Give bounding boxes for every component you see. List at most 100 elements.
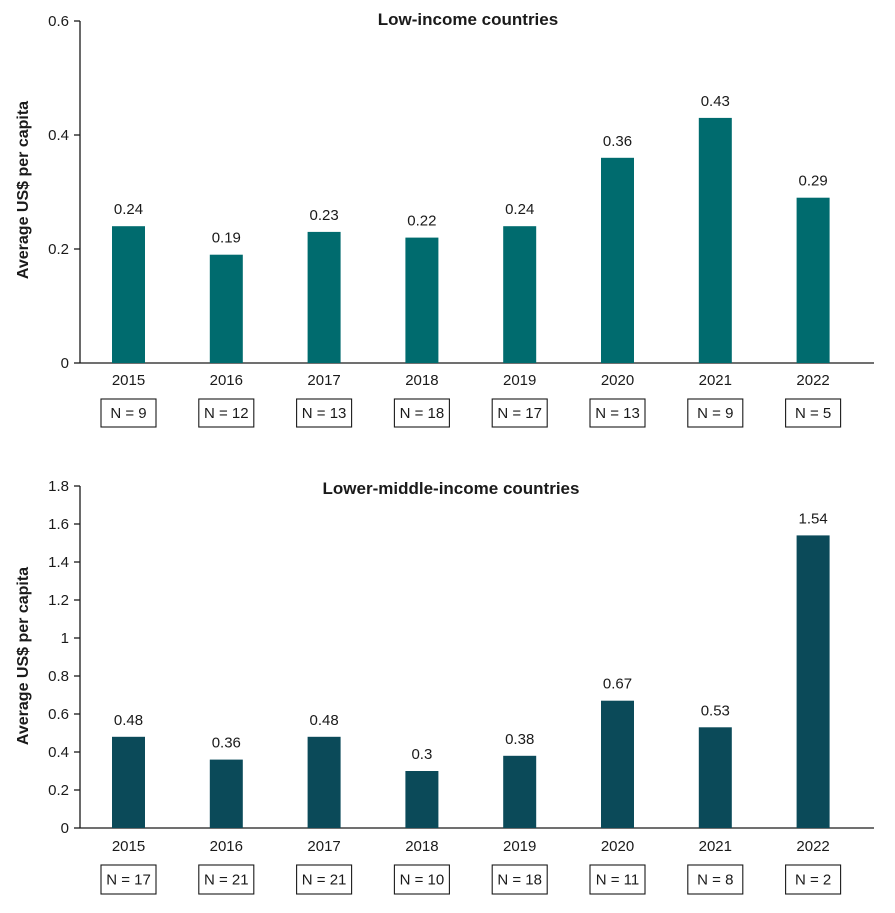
sample-size-box xyxy=(296,864,353,895)
sample-size-box xyxy=(198,398,255,428)
sample-size-label: N = 2 xyxy=(795,872,831,889)
bar xyxy=(796,197,830,363)
bar xyxy=(112,736,145,828)
sample-size-box xyxy=(589,398,646,428)
sample-size-label: N = 21 xyxy=(302,872,347,889)
sample-size-label: N = 10 xyxy=(400,872,445,889)
y-axis-label: Average US$ per capita xyxy=(15,101,32,279)
bar xyxy=(503,226,537,363)
sample-size-box xyxy=(393,864,450,895)
y-tick-label: 1.6 xyxy=(48,516,69,533)
data-label: 0.43 xyxy=(701,93,730,110)
y-tick-label: 0.6 xyxy=(48,706,69,723)
y-tick-label: 1.4 xyxy=(48,554,69,571)
sample-size-box xyxy=(785,864,842,895)
low-income-panel: Low-income countries Average US$ per capi… xyxy=(15,10,874,428)
bar xyxy=(698,117,732,364)
data-label: 1.54 xyxy=(798,510,827,527)
x-tick-label: 2022 xyxy=(796,838,829,855)
data-label: 0.38 xyxy=(505,731,534,748)
bar xyxy=(601,700,634,828)
bar xyxy=(601,157,634,363)
x-tick-label: 2017 xyxy=(307,838,340,855)
data-label: 0.23 xyxy=(309,207,338,224)
bar xyxy=(698,727,732,828)
sample-size-label: N = 13 xyxy=(302,405,347,422)
x-tick-label: 2018 xyxy=(405,372,438,389)
data-label: 0.48 xyxy=(309,712,338,729)
sample-size-label: N = 18 xyxy=(497,872,542,889)
chart-title: Lower-middle-income countries xyxy=(323,479,580,498)
y-tick-label: 0.4 xyxy=(48,744,69,761)
y-axis-label: Average US$ per capita xyxy=(15,567,32,745)
sample-size-label: N = 5 xyxy=(795,405,831,422)
y-tick-label: 0.8 xyxy=(48,668,69,685)
data-label: 0.36 xyxy=(212,735,241,752)
bar xyxy=(307,736,341,828)
bar xyxy=(796,535,830,828)
sample-size-box xyxy=(393,398,450,428)
x-tick-label: 2018 xyxy=(405,838,438,855)
y-tick-label: 1 xyxy=(61,630,69,647)
sample-size-label: N = 17 xyxy=(106,872,151,889)
sample-size-label: N = 13 xyxy=(595,405,640,422)
bar xyxy=(209,254,243,363)
sample-size-box xyxy=(198,864,255,895)
sample-size-label: N = 17 xyxy=(497,405,542,422)
bar xyxy=(209,759,243,828)
bar xyxy=(503,755,537,828)
bar xyxy=(307,231,341,363)
x-tick-label: 2016 xyxy=(210,838,243,855)
data-label: 0.53 xyxy=(701,702,730,719)
data-label: 0.3 xyxy=(411,746,432,763)
sample-size-box xyxy=(589,864,646,895)
data-label: 0.24 xyxy=(114,201,143,218)
sample-size-box xyxy=(491,864,548,895)
bar xyxy=(405,237,439,363)
sample-size-label: N = 9 xyxy=(110,405,146,422)
data-label: 0.67 xyxy=(603,676,632,693)
y-tick-label: 1.2 xyxy=(48,592,69,609)
y-tick-label: 0 xyxy=(61,355,69,372)
y-tick-label: 1.8 xyxy=(48,478,69,495)
sample-size-label: N = 18 xyxy=(400,405,445,422)
sample-size-label: N = 8 xyxy=(697,872,733,889)
sample-size-box xyxy=(687,864,744,895)
x-tick-label: 2020 xyxy=(601,838,634,855)
chart-title: Low-income countries xyxy=(378,10,558,29)
y-tick-label: 0 xyxy=(61,820,69,837)
sample-size-box xyxy=(100,398,157,428)
y-tick-label: 0.4 xyxy=(48,127,69,144)
x-tick-label: 2022 xyxy=(796,372,829,389)
y-tick-label: 0.2 xyxy=(48,241,69,258)
data-label: 0.29 xyxy=(798,173,827,190)
x-tick-label: 2019 xyxy=(503,838,536,855)
sample-size-label: N = 12 xyxy=(204,405,249,422)
bar xyxy=(405,771,439,828)
sample-size-label: N = 11 xyxy=(596,872,640,889)
data-label: 0.22 xyxy=(407,213,436,230)
x-tick-label: 2015 xyxy=(112,372,145,389)
x-tick-label: 2015 xyxy=(112,838,145,855)
x-tick-label: 2017 xyxy=(307,372,340,389)
y-tick-label: 0.6 xyxy=(48,13,69,30)
sample-size-label: N = 9 xyxy=(697,405,733,422)
sample-size-box xyxy=(296,398,353,428)
x-tick-label: 2019 xyxy=(503,372,536,389)
y-tick-label: 0.2 xyxy=(48,782,69,799)
sample-size-box xyxy=(785,398,842,428)
data-label: 0.36 xyxy=(603,133,632,150)
data-label: 0.24 xyxy=(505,201,534,218)
sample-size-box xyxy=(491,398,548,428)
data-label: 0.19 xyxy=(212,230,241,247)
x-tick-label: 2020 xyxy=(601,372,634,389)
lower-middle-income-panel: Lower-middle-income countries Average US$… xyxy=(15,478,874,895)
x-tick-label: 2021 xyxy=(699,838,732,855)
sample-size-box xyxy=(100,864,157,895)
data-label: 0.48 xyxy=(114,712,143,729)
bar xyxy=(112,226,145,363)
x-tick-label: 2016 xyxy=(210,372,243,389)
sample-size-label: N = 21 xyxy=(204,872,249,889)
